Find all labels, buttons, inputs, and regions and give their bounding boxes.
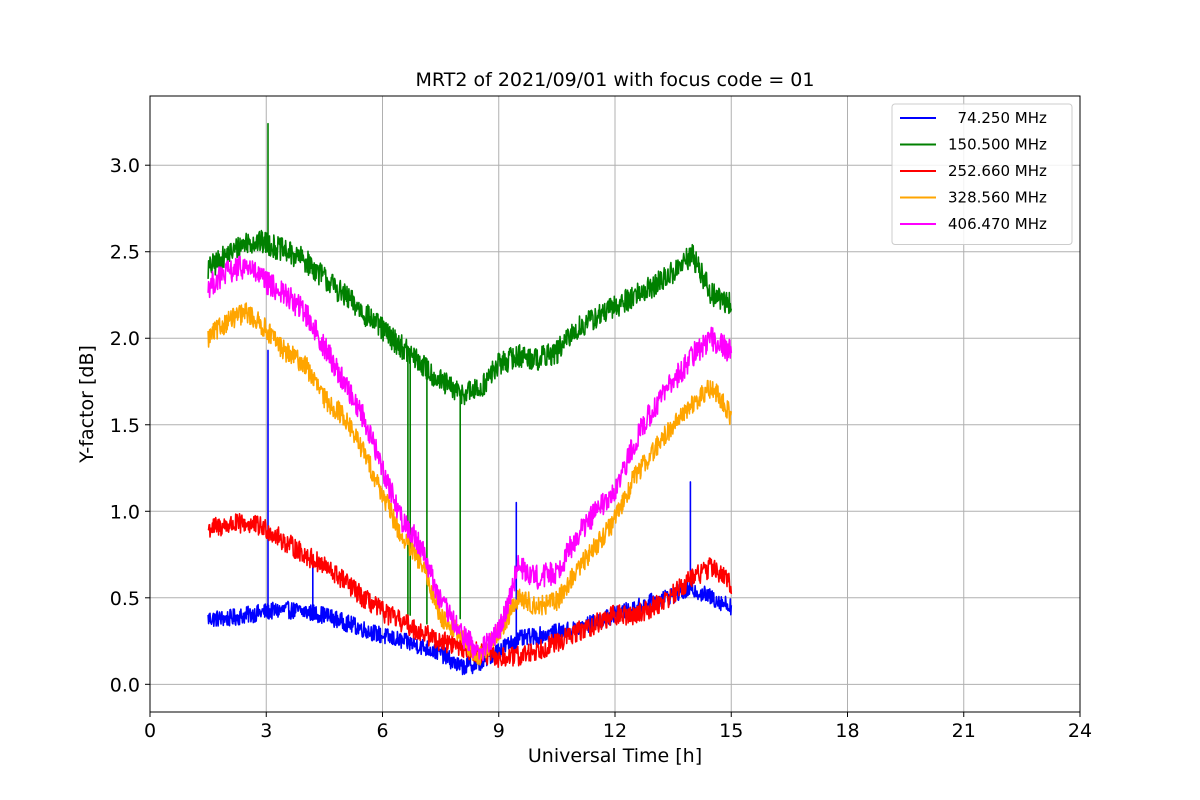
axis-ticks: 0 3 6 9 12 15 18 21 24 0.0 0.5 1.0 1.5 2.0 2.5 3.0	[110, 155, 1092, 742]
x-tick-label: 24	[1068, 720, 1092, 742]
y-tick-label: 2.5	[110, 242, 140, 264]
legend: 74.250 MHz 150.500 MHz 252.660 MHz 328.560 …	[891, 103, 1073, 245]
x-tick-label: 9	[493, 720, 505, 742]
series-line-5	[207, 255, 733, 662]
legend-label: 328.560 MHz	[948, 189, 1047, 207]
x-axis-label: Universal Time [h]	[528, 745, 702, 767]
y-tick-label: 3.0	[110, 155, 140, 177]
x-tick-label: 0	[144, 720, 156, 742]
legend-label: 74.250 MHz	[948, 109, 1047, 127]
series-group	[207, 122, 733, 676]
y-tick-label: 0.0	[110, 674, 140, 696]
legend-label: 252.660 MHz	[948, 162, 1047, 180]
x-tick-label: 18	[835, 720, 859, 742]
x-tick-label: 6	[376, 720, 388, 742]
series-line-2	[207, 122, 733, 625]
chart-title: MRT2 of 2021/09/01 with focus code = 01	[416, 69, 815, 91]
legend-box	[891, 103, 1073, 245]
legend-label: 406.470 MHz	[948, 215, 1047, 233]
y-tick-label: 2.0	[110, 328, 140, 350]
x-tick-label: 3	[260, 720, 272, 742]
y-tick-label: 1.0	[110, 501, 140, 523]
series-line-4	[207, 302, 733, 666]
y-axis-label: Y-factor [dB]	[76, 345, 98, 464]
y-tick-label: 1.5	[110, 415, 140, 437]
x-tick-label: 12	[603, 720, 627, 742]
legend-label: 150.500 MHz	[948, 136, 1047, 154]
y-tick-label: 0.5	[110, 588, 140, 610]
x-tick-label: 15	[719, 720, 743, 742]
x-tick-label: 21	[952, 720, 976, 742]
